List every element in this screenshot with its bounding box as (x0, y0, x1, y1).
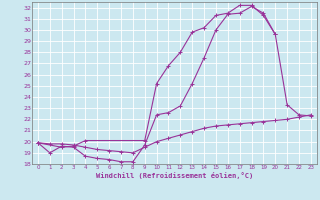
X-axis label: Windchill (Refroidissement éolien,°C): Windchill (Refroidissement éolien,°C) (96, 172, 253, 179)
